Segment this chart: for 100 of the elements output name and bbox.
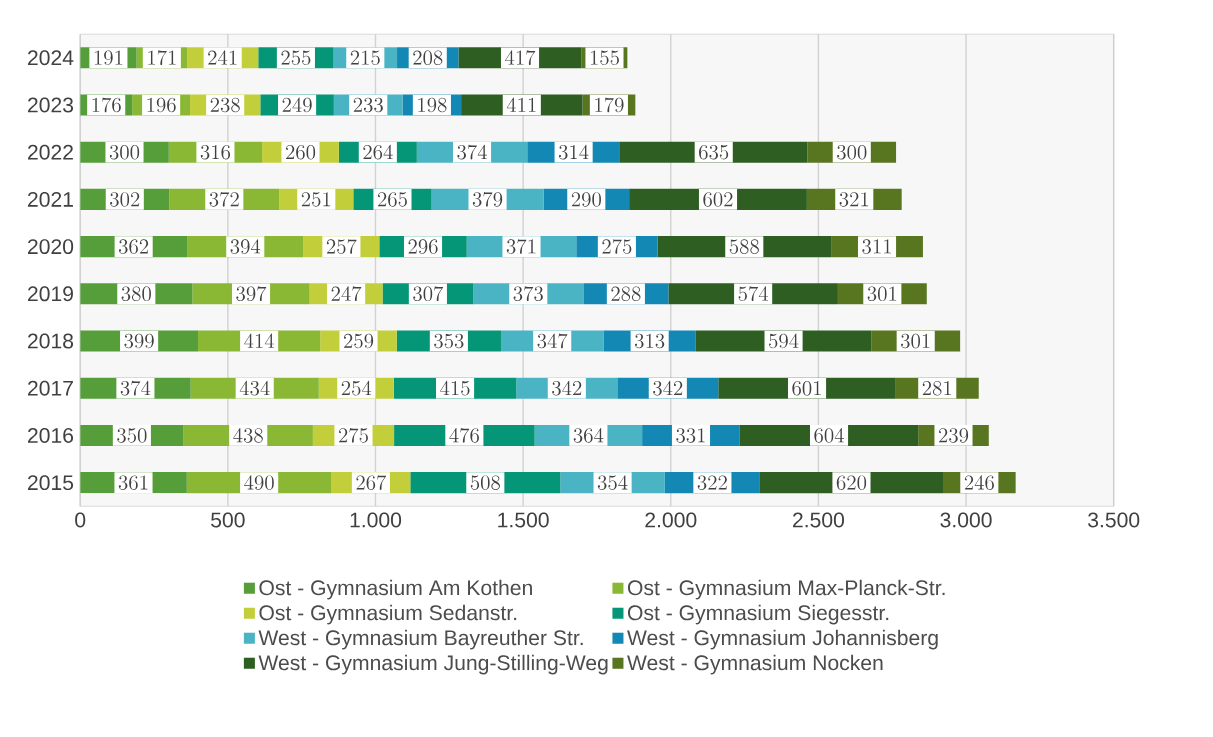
data-label: 438: [233, 428, 263, 443]
data-label: 379: [472, 192, 503, 207]
x-tick-label: 2.500: [793, 512, 845, 528]
data-label: 300: [109, 145, 140, 160]
data-label: 362: [118, 239, 149, 254]
data-label: 604: [814, 428, 844, 443]
data-label: 198: [418, 97, 447, 113]
data-label: 249: [282, 97, 312, 113]
data-label: 331: [676, 428, 705, 443]
data-label: 374: [457, 144, 487, 160]
legend-label: Ost - Gymnasium Sedanstr.: [259, 604, 517, 625]
data-label: 350: [117, 428, 147, 443]
data-label: 191: [94, 50, 123, 66]
legend-label: West - Gymnasium Johannisberg: [627, 629, 938, 650]
data-label: 238: [210, 97, 240, 113]
data-label: 313: [634, 333, 665, 349]
data-label: 260: [285, 145, 316, 160]
data-label: 588: [729, 239, 759, 254]
data-label: 342: [653, 380, 683, 396]
data-label: 594: [769, 333, 799, 349]
y-tick-label: 2018: [28, 333, 74, 349]
data-label: 373: [513, 286, 543, 302]
data-label: 574: [738, 286, 769, 302]
x-tick-label: 1.500: [498, 512, 549, 528]
data-label: 347: [537, 333, 568, 349]
data-label: 281: [922, 381, 952, 396]
data-label: 316: [200, 145, 231, 160]
data-label: 601: [792, 381, 821, 396]
x-tick-label: 500: [211, 512, 245, 528]
data-label: 259: [344, 333, 374, 349]
data-label: 288: [611, 286, 641, 302]
data-label: 176: [92, 97, 121, 113]
data-label: 364: [573, 428, 604, 443]
data-label: 394: [230, 239, 261, 254]
data-label: 415: [440, 380, 470, 396]
data-label: 301: [901, 333, 930, 349]
data-label: 196: [147, 97, 176, 113]
data-label: 300: [837, 145, 867, 160]
y-tick-label: 2016: [28, 428, 74, 443]
x-tick-label: 2.000: [645, 512, 697, 528]
data-label: 296: [408, 239, 438, 254]
data-label: 307: [413, 286, 444, 302]
data-label: 372: [209, 192, 239, 207]
data-label: 434: [239, 380, 270, 396]
data-label: 602: [703, 192, 733, 207]
data-label: 215: [350, 50, 380, 66]
data-label: 301: [867, 286, 897, 302]
data-label: 314: [558, 144, 589, 160]
data-label: 241: [208, 50, 237, 65]
x-tick-label: 3.000: [940, 512, 992, 528]
data-label: 239: [938, 428, 969, 443]
y-tick-label: 2022: [28, 144, 73, 160]
data-label: 342: [552, 380, 582, 396]
x-tick-label: 0: [75, 512, 86, 528]
data-label: 620: [836, 475, 867, 490]
data-label: 414: [244, 333, 275, 348]
data-label: 251: [301, 192, 331, 207]
data-label: 171: [148, 50, 176, 66]
data-label: 490: [244, 475, 274, 490]
y-tick-label: 2023: [28, 97, 74, 113]
data-label: 208: [413, 50, 443, 66]
data-label: 257: [326, 239, 357, 254]
data-label: 247: [331, 286, 362, 302]
data-label: 179: [595, 97, 624, 113]
data-label: 290: [571, 192, 601, 207]
data-label: 635: [699, 145, 729, 160]
data-label: 155: [590, 50, 619, 66]
data-label: 374: [120, 380, 151, 396]
data-label: 233: [353, 97, 383, 113]
data-label: 275: [602, 239, 632, 254]
y-tick-label: 2024: [28, 50, 74, 66]
data-label: 399: [124, 333, 154, 349]
data-label: 361: [118, 475, 148, 490]
data-label: 508: [470, 475, 500, 490]
data-label: 353: [434, 333, 464, 349]
y-tick-label: 2019: [28, 286, 73, 302]
x-tick-label: 1.000: [350, 512, 402, 528]
y-tick-label: 2021: [28, 192, 73, 207]
data-label: 397: [236, 286, 267, 302]
data-label: 302: [110, 192, 140, 207]
data-label: 254: [341, 380, 372, 396]
data-label: 265: [377, 192, 407, 207]
legend-label: West - Gymnasium Jung-Stilling-Weg: [258, 654, 608, 675]
data-label: 311: [862, 239, 891, 254]
data-label: 321: [839, 192, 869, 207]
y-tick-label: 2017: [28, 380, 73, 396]
x-tick-label: 3.500: [1088, 512, 1140, 528]
legend-label: West - Gymnasium Bayreuther Str.: [258, 629, 583, 650]
data-label: 267: [356, 475, 387, 490]
legend-label: Ost - Gymnasium Max-Planck-Str.: [627, 579, 945, 600]
y-tick-label: 2020: [28, 239, 74, 255]
data-label: 354: [597, 475, 628, 490]
data-label: 371: [506, 239, 536, 254]
y-tick-label: 2015: [28, 475, 74, 491]
legend-label: Ost - Gymnasium Am Kothen: [259, 579, 532, 600]
data-label: 275: [338, 428, 368, 443]
data-label: 322: [697, 475, 727, 490]
legend-label: West - Gymnasium Nocken: [627, 654, 883, 675]
legend-label: Ost - Gymnasium Siegesstr.: [627, 604, 889, 625]
data-label: 380: [121, 286, 151, 302]
